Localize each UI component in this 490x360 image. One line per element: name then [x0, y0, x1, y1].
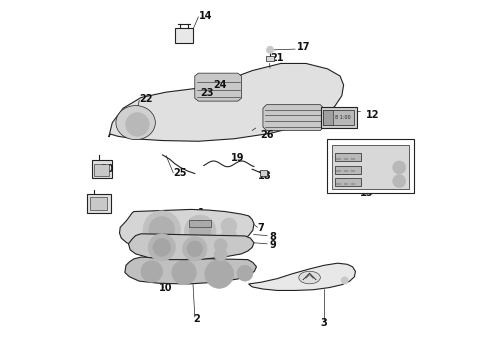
Circle shape	[125, 113, 149, 136]
Bar	[332, 145, 409, 189]
Circle shape	[205, 260, 234, 288]
Polygon shape	[195, 73, 242, 101]
Circle shape	[237, 265, 253, 281]
Bar	[175, 28, 193, 42]
Bar	[323, 110, 333, 125]
Text: 8 1:00: 8 1:00	[335, 115, 351, 120]
Polygon shape	[125, 257, 256, 284]
Polygon shape	[248, 263, 355, 291]
Text: 7: 7	[258, 224, 265, 233]
Text: 4: 4	[130, 230, 137, 239]
Circle shape	[141, 261, 163, 282]
Text: 2: 2	[193, 314, 200, 324]
Circle shape	[148, 234, 175, 261]
Circle shape	[393, 161, 406, 174]
Circle shape	[267, 46, 274, 53]
Text: 14: 14	[199, 11, 212, 21]
Text: 12: 12	[366, 111, 379, 121]
Text: 22: 22	[139, 94, 153, 104]
Text: 17: 17	[297, 42, 311, 52]
Bar	[335, 153, 361, 161]
Circle shape	[221, 229, 237, 244]
Circle shape	[214, 239, 227, 252]
Bar	[335, 178, 361, 186]
Polygon shape	[120, 210, 254, 250]
Text: 23: 23	[200, 88, 214, 98]
Text: 1: 1	[198, 208, 205, 218]
Text: 11: 11	[240, 216, 253, 226]
Circle shape	[149, 217, 175, 242]
Text: 3: 3	[320, 319, 327, 328]
Bar	[335, 166, 361, 174]
Bar	[260, 170, 267, 176]
Circle shape	[184, 215, 216, 247]
Text: 6: 6	[176, 273, 183, 283]
Bar	[95, 163, 109, 176]
Circle shape	[393, 175, 406, 188]
Polygon shape	[109, 63, 343, 141]
Text: 25: 25	[173, 168, 187, 178]
Text: 19: 19	[231, 153, 245, 163]
Circle shape	[190, 220, 211, 242]
Bar	[92, 160, 112, 178]
Bar	[321, 107, 357, 128]
Ellipse shape	[116, 105, 155, 140]
Text: 10: 10	[159, 283, 172, 293]
Bar	[190, 220, 211, 226]
Ellipse shape	[299, 271, 320, 284]
Polygon shape	[263, 105, 324, 131]
Text: 13: 13	[94, 200, 108, 210]
Circle shape	[214, 248, 227, 261]
Text: 15: 15	[360, 188, 374, 198]
Circle shape	[183, 237, 207, 261]
Circle shape	[143, 211, 180, 248]
Text: 20: 20	[100, 163, 114, 174]
Bar	[90, 197, 107, 210]
Bar	[266, 55, 274, 60]
Text: 8: 8	[270, 232, 276, 242]
Circle shape	[153, 238, 171, 256]
Text: 5: 5	[141, 266, 147, 276]
Text: 18: 18	[258, 171, 271, 181]
Polygon shape	[128, 234, 254, 260]
Text: 24: 24	[213, 80, 227, 90]
Bar	[327, 139, 414, 193]
Text: 9: 9	[270, 239, 276, 249]
Text: 26: 26	[260, 130, 273, 140]
Bar	[87, 194, 111, 213]
Circle shape	[187, 241, 203, 257]
Circle shape	[221, 218, 237, 234]
Circle shape	[172, 260, 196, 285]
Text: 16: 16	[388, 155, 402, 165]
Bar	[323, 110, 354, 125]
Circle shape	[341, 277, 348, 284]
Text: 21: 21	[270, 53, 284, 63]
